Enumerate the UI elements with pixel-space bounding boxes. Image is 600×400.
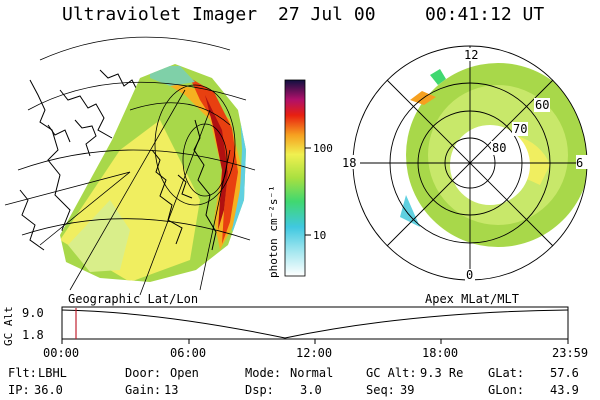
filter-label: Flt: — [8, 366, 37, 380]
gcalt-value: 9.3 Re — [420, 366, 464, 380]
glat-label: GLat: — [488, 366, 525, 380]
seq-value: 39 — [400, 383, 415, 397]
ip-value: 36.0 — [34, 383, 63, 397]
globe-grid — [4, 36, 256, 296]
polar-label-6: 6 — [576, 156, 583, 170]
dsp-label: Dsp: — [245, 383, 274, 397]
app-title: Ultraviolet Imager — [62, 4, 258, 25]
filter-value: LBHL — [38, 366, 67, 380]
lat-label-60: 60 — [535, 98, 549, 112]
colorbar-label-10: 10 — [313, 229, 326, 242]
colorbar-gradient — [284, 79, 306, 277]
polar-label-12: 12 — [464, 48, 478, 62]
ip-label: IP: — [8, 383, 30, 397]
altitude-curve — [61, 309, 569, 339]
seq-label: Seq: — [366, 383, 395, 397]
time-label: 00:41:12 UT — [425, 4, 545, 25]
polar-grid — [352, 45, 588, 281]
polar-label-0: 0 — [466, 268, 473, 282]
geographic-map — [4, 36, 256, 296]
lat-label-70: 70 — [513, 122, 527, 136]
glat-value: 57.6 — [550, 366, 579, 380]
gcalt-label: GC Alt: — [366, 366, 417, 380]
alt-plot-frame — [61, 306, 569, 340]
colorbar-unit-label: photon cm⁻²s⁻¹ — [267, 185, 280, 278]
colorbar-label-100: 100 — [313, 142, 333, 155]
alt-y-top: 9.0 — [22, 306, 44, 320]
x-tick-label-2: 12:00 — [296, 346, 333, 360]
lat-label-80: 80 — [492, 141, 506, 155]
polar-plot: 12 18 6 0 60 70 80 — [342, 45, 588, 282]
x-tick-label-1: 06:00 — [170, 346, 207, 360]
gain-label: Gain: — [125, 383, 162, 397]
aurora-image — [60, 64, 246, 282]
x-tick-label-3: 18:00 — [422, 346, 459, 360]
mode-value: Normal — [290, 366, 334, 380]
colorbar: 100 10 photon cm⁻²s⁻¹ — [267, 79, 333, 278]
alt-y-bottom: 1.8 — [22, 328, 44, 342]
mode-label: Mode: — [245, 366, 282, 380]
geographic-label: Geographic Lat/Lon — [68, 292, 199, 306]
polar-label-18: 18 — [342, 156, 356, 170]
dsp-value: 3.0 — [300, 383, 322, 397]
door-value: Open — [170, 366, 199, 380]
glon-label: GLon: — [488, 383, 525, 397]
glon-value: 43.9 — [550, 383, 579, 397]
x-tick-label-4: 23:59 — [552, 346, 589, 360]
door-label: Door: — [125, 366, 162, 380]
date-label: 27 Jul 00 — [278, 4, 376, 25]
coastline-lines-overlay — [151, 119, 217, 251]
gain-value: 13 — [164, 383, 179, 397]
altitude-plot — [61, 306, 569, 344]
apex-label: Apex MLat/MLT — [425, 292, 519, 306]
x-tick-label-0: 00:00 — [43, 346, 80, 360]
